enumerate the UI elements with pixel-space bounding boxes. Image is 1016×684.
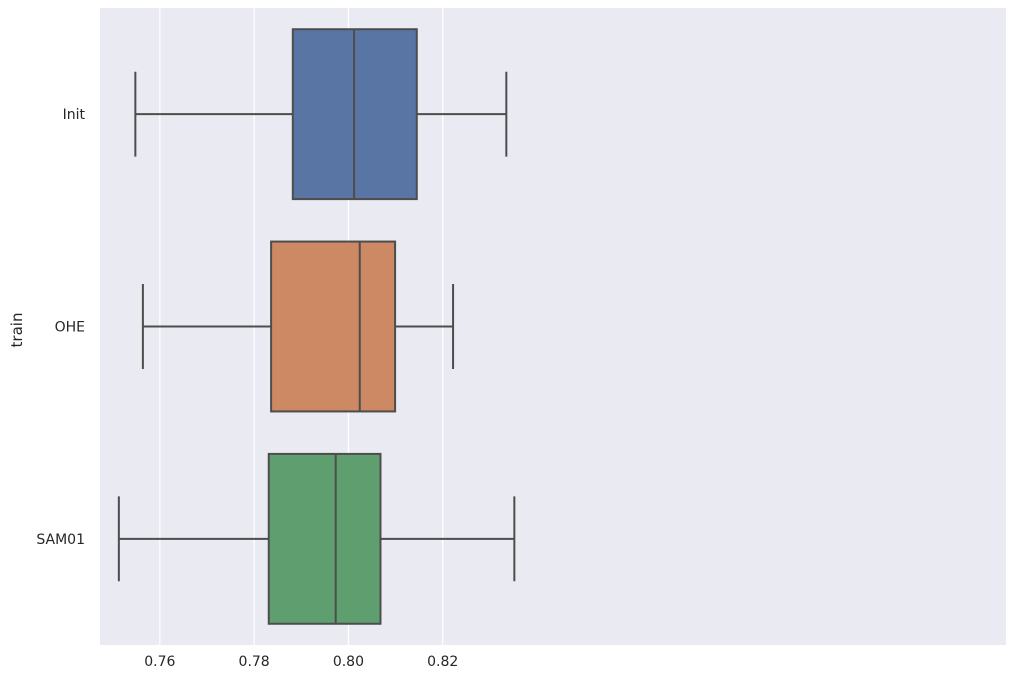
x-tick-label: 0.76 <box>144 654 175 670</box>
y-axis-label: train <box>8 313 26 348</box>
x-tick-label: 0.78 <box>239 654 270 670</box>
box-sam01 <box>117 452 516 625</box>
y-tick-label: OHE <box>55 320 85 336</box>
box-ohe <box>141 240 455 413</box>
iqr-box <box>270 240 397 413</box>
x-tick-label: 0.82 <box>427 654 458 670</box>
y-tick-labels: Init OHE SAM01 <box>36 107 85 548</box>
y-tick-label: Init <box>63 107 86 123</box>
x-tick-label: 0.80 <box>333 654 364 670</box>
box-series <box>117 28 516 625</box>
x-tick-labels: 0.76 0.78 0.80 0.82 <box>144 654 458 670</box>
box-init <box>134 28 508 201</box>
y-tick-label: SAM01 <box>36 532 85 548</box>
iqr-box <box>267 452 382 625</box>
